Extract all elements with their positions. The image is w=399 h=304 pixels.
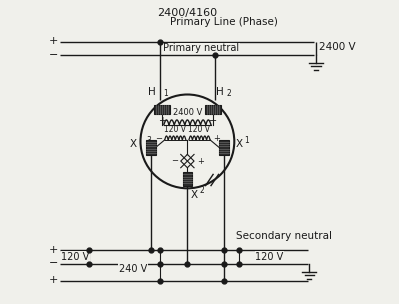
Text: +: + (158, 116, 166, 126)
Text: 120 V: 120 V (164, 126, 186, 134)
Text: 2: 2 (227, 89, 231, 98)
Text: −: − (171, 157, 178, 166)
Text: −: − (49, 50, 58, 60)
Text: 240 V: 240 V (119, 264, 147, 274)
Text: 120 V: 120 V (188, 126, 211, 134)
Bar (183, 172, 192, 186)
Text: H: H (148, 87, 156, 97)
Text: +: + (49, 36, 58, 46)
Text: X: X (236, 140, 243, 150)
Bar (146, 140, 156, 155)
Text: +: + (197, 157, 204, 166)
Text: −: − (49, 258, 58, 268)
Text: 1: 1 (245, 136, 249, 145)
Text: +: + (49, 275, 58, 285)
Text: +: + (213, 134, 220, 143)
Text: 120 V: 120 V (255, 252, 284, 262)
Bar (154, 105, 170, 114)
Text: 1: 1 (163, 89, 168, 98)
Text: −: − (155, 134, 162, 143)
Text: −: − (209, 116, 217, 126)
Text: Primary Line (Phase): Primary Line (Phase) (170, 17, 278, 27)
Text: H: H (216, 87, 224, 97)
Text: 2400 V: 2400 V (319, 42, 356, 52)
Text: 2400 V: 2400 V (173, 108, 202, 117)
Text: +: + (49, 245, 58, 255)
Bar (219, 140, 229, 155)
Text: X: X (130, 140, 137, 150)
Text: 3: 3 (146, 136, 151, 145)
Text: Primary neutral: Primary neutral (163, 43, 239, 54)
Text: 2: 2 (200, 186, 204, 195)
Bar (205, 105, 221, 114)
Text: Secondary neutral: Secondary neutral (236, 231, 332, 241)
Text: X: X (191, 189, 198, 199)
Text: 2400/4160: 2400/4160 (157, 8, 217, 18)
Text: 120 V: 120 V (61, 252, 89, 262)
